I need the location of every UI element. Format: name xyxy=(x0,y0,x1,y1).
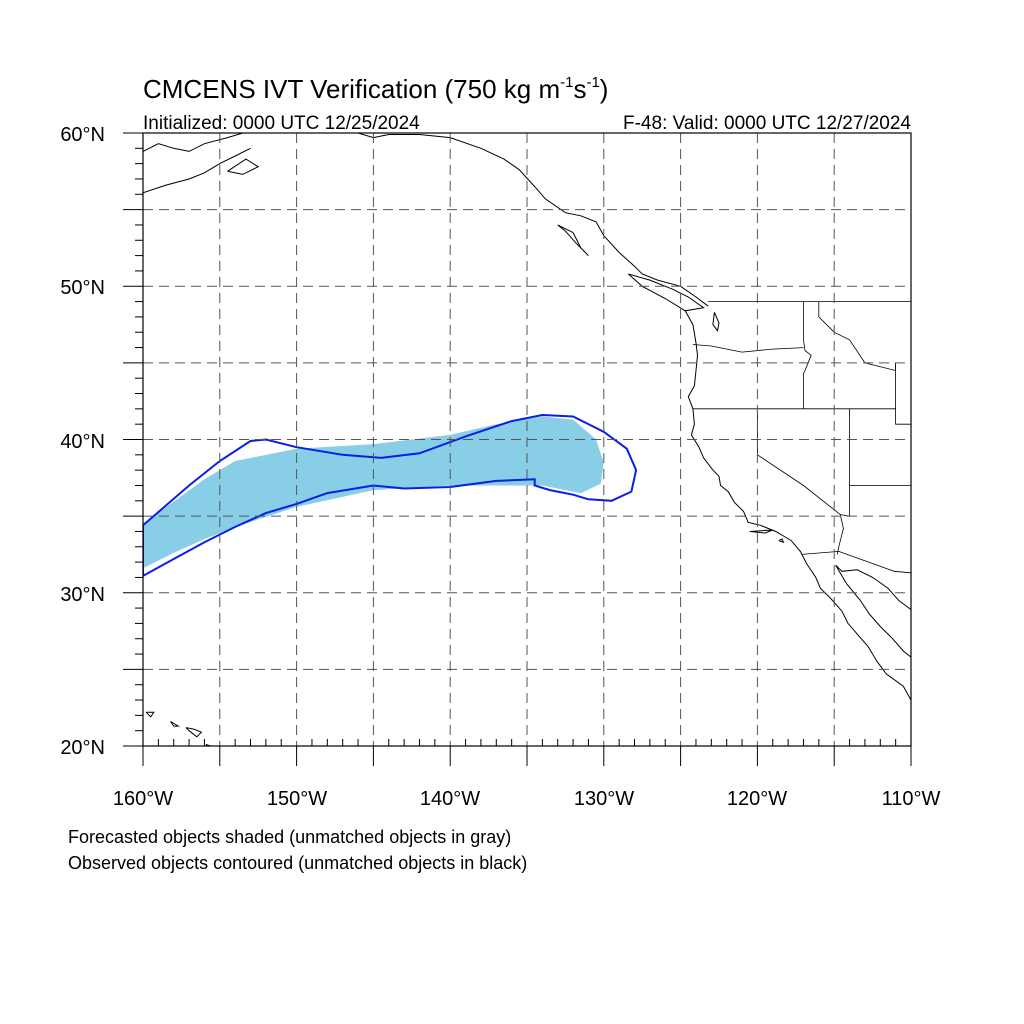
valid-time-label: F-48: Valid: 0000 UTC 12/27/2024 xyxy=(623,113,911,134)
lon-label-130w: 130°W xyxy=(574,788,634,810)
border-segment xyxy=(803,301,812,409)
lat-lon-gridlines xyxy=(143,133,911,746)
axis-ticks xyxy=(123,132,912,766)
political-borders-layer xyxy=(692,301,911,574)
coastline-segment xyxy=(185,727,203,738)
border-segment xyxy=(836,514,844,555)
lat-label-40n: 40°N xyxy=(60,431,105,453)
border-segment xyxy=(840,408,850,517)
border-segment xyxy=(895,362,911,425)
lon-label-140w: 140°W xyxy=(420,788,480,810)
lat-label-20n: 20°N xyxy=(60,737,105,759)
coastline-segment xyxy=(835,564,911,658)
coastline-segment xyxy=(357,133,709,307)
lon-label-110w: 110°W xyxy=(882,788,941,810)
lat-label-30n: 30°N xyxy=(60,584,105,606)
lon-label-150w: 150°W xyxy=(267,788,327,810)
border-segment xyxy=(818,301,896,372)
border-segment xyxy=(801,550,911,574)
border-segment xyxy=(692,344,804,353)
coastline-segment xyxy=(145,711,155,718)
coastline-segment xyxy=(749,529,773,534)
coastline-segment xyxy=(143,147,251,194)
coastline-layer xyxy=(143,133,911,746)
legend-note-forecast: Forecasted objects shaded (unmatched obj… xyxy=(68,827,512,847)
coastline-segment xyxy=(712,312,720,332)
coastline-segment xyxy=(628,273,705,312)
border-segment xyxy=(757,408,841,515)
coastline-segment xyxy=(557,224,589,256)
map-title: CMCENS IVT Verification (750 kg m-1s-1) xyxy=(143,74,608,104)
forecast-object-shaded xyxy=(143,416,604,569)
lon-label-120w: 120°W xyxy=(727,788,787,810)
coastline-segment xyxy=(227,158,260,175)
observed-object-contour xyxy=(143,413,638,578)
coastline-segment xyxy=(143,133,243,152)
map-plot-area xyxy=(143,133,911,746)
coastline-segment xyxy=(684,310,911,701)
coastline-segment xyxy=(778,538,785,544)
lat-label-60n: 60°N xyxy=(60,124,105,146)
lon-label-160w: 160°W xyxy=(113,788,173,810)
init-time-label: Initialized: 0000 UTC 12/25/2024 xyxy=(143,113,420,134)
coastline-segment xyxy=(170,721,181,727)
legend-note-observed: Observed objects contoured (unmatched ob… xyxy=(68,853,528,873)
lat-label-50n: 50°N xyxy=(60,277,105,299)
coastline-segment xyxy=(835,564,911,611)
